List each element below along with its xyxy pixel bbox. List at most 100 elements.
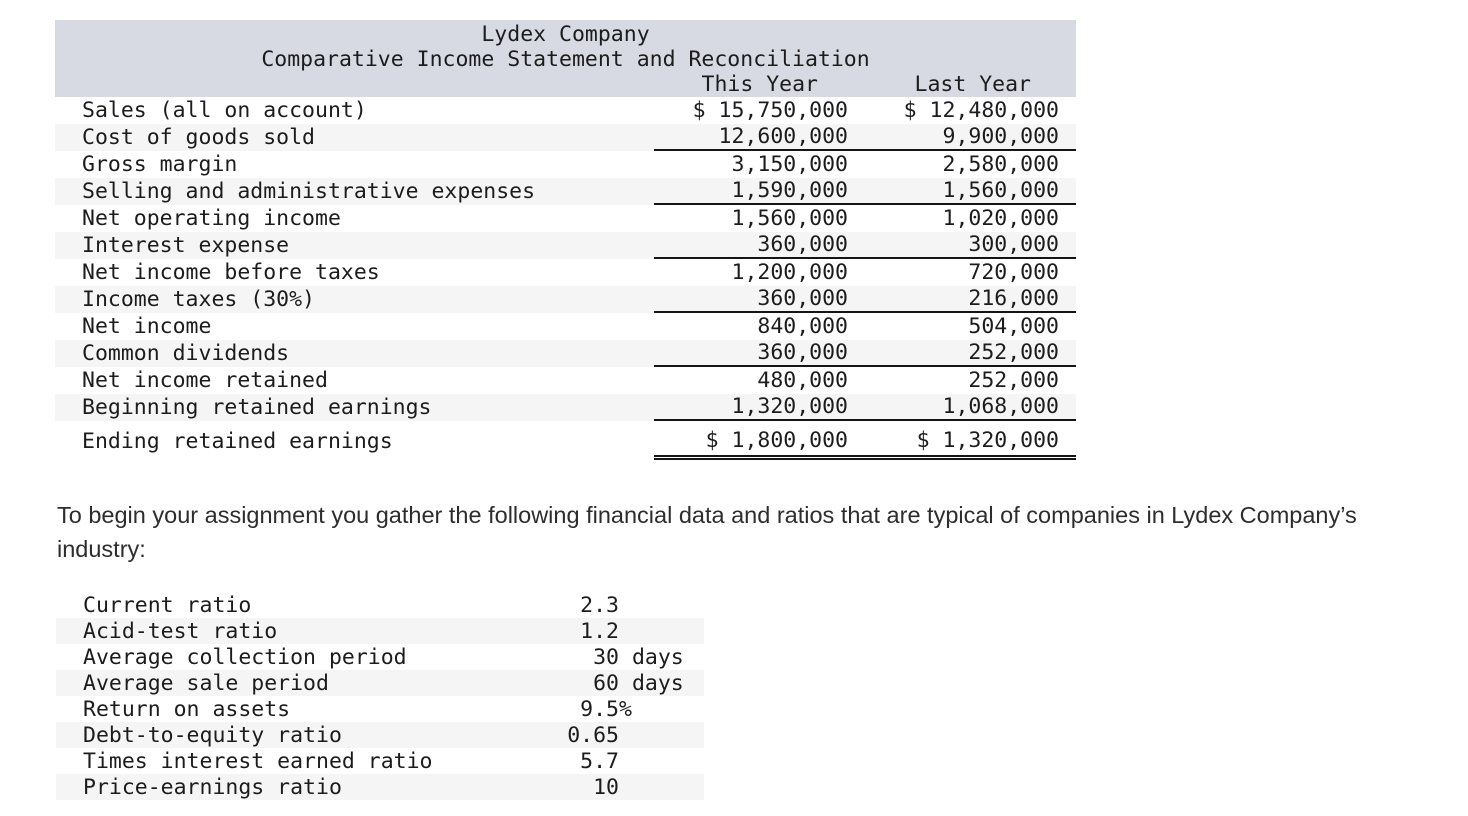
ratio-value: 60 [593,670,619,696]
statement-row: Net income 840,000 504,000 [55,313,1076,340]
ratio-suffix: days [619,670,684,696]
statement-row-values: 480,000 252,000 [654,368,1076,393]
industry-ratios-table: Current ratio 2.3 Acid-test ratio 1.2 Averag… [56,592,704,800]
statement-row: Net income retained 480,000 252,000 [55,367,1076,394]
last-year-value: 720,000 [968,260,1059,285]
statement-row-label: Net operating income [82,206,341,231]
statement-row-values: 12,600,000 9,900,000 [654,124,1076,151]
statement-row-label: Income taxes (30%) [82,287,315,312]
this-year-value: $ 15,750,000 [692,98,848,123]
statement-row-label: Sales (all on account) [82,98,367,123]
statement-row: Ending retained earnings $ 1,800,000 $ 1,3… [55,426,1076,460]
statement-title: Lydex Company [481,22,650,47]
statement-row-values: 1,320,000 1,068,000 [654,394,1076,421]
statement-row: Interest expense 360,000 300,000 [55,232,1076,259]
statement-row-values: 1,560,000 1,020,000 [654,206,1076,231]
statement-row-values: $ 15,750,000 $ 12,480,000 [654,98,1076,123]
ratio-value: 1.2 [580,618,619,644]
last-year-value: 1,560,000 [942,178,1060,203]
ratio-row: Current ratio 2.3 [56,592,704,618]
this-year-value: 360,000 [757,286,848,311]
statement-row-values: 840,000 504,000 [654,314,1076,339]
ratio-value: 5.7 [580,748,619,774]
income-statement-table: Lydex Company Comparative Income Stateme… [55,20,1076,460]
this-year-value: 1,560,000 [731,206,849,231]
statement-row: Net operating income 1,560,000 1,020,000 [55,205,1076,232]
this-year-value: 480,000 [757,368,848,393]
statement-row-label: Cost of goods sold [82,125,315,150]
ratio-row: Times interest earned ratio 5.7 [56,748,704,774]
statement-row-label: Ending retained earnings [82,429,393,454]
ratio-label: Debt-to-equity ratio [83,722,342,748]
last-year-value: 252,000 [968,368,1059,393]
last-year-value: 504,000 [968,314,1059,339]
column-header-last-year: Last Year [914,72,1032,97]
this-year-value: 12,600,000 [718,124,848,149]
statement-row: Gross margin 3,150,000 2,580,000 [55,151,1076,178]
statement-row-label: Interest expense [82,233,290,258]
ratio-rows: Current ratio 2.3 Acid-test ratio 1.2 Averag… [56,592,704,800]
statement-row: Income taxes (30%) 360,000 216,000 [55,286,1076,313]
statement-row: Net income before taxes 1,200,000 720,000 [55,259,1076,286]
ratio-value: 9.5 [580,696,619,722]
last-year-value: 2,580,000 [942,152,1060,177]
statement-row: Selling and administrative expenses 1,590… [55,178,1076,205]
ratio-label: Price-earnings ratio [83,774,342,800]
statement-row-label: Gross margin [82,152,238,177]
ratio-row: Debt-to-equity ratio 0.65 [56,722,704,748]
last-year-value: 1,020,000 [942,206,1060,231]
statement-row-label: Selling and administrative expenses [82,179,536,204]
statement-subtitle: Comparative Income Statement and Reconci… [261,47,870,72]
this-year-value: 1,320,000 [731,394,849,419]
ratio-suffix: days [619,644,684,670]
column-header-group: This Year Last Year [654,72,1076,97]
ratio-label: Times interest earned ratio [83,748,433,774]
this-year-value: 840,000 [757,314,848,339]
statement-rows: Sales (all on account) $ 15,750,000 $ 12,4… [55,97,1076,460]
ratio-value: 0.65 [567,722,619,748]
ratio-value: 30 [593,644,619,670]
this-year-value: 1,590,000 [731,178,849,203]
ratio-label: Acid-test ratio [83,618,278,644]
last-year-value: 1,068,000 [942,394,1060,419]
last-year-value: 216,000 [968,286,1059,311]
statement-row-label: Beginning retained earnings [82,395,432,420]
ratio-row: Average collection period 30 days [56,644,704,670]
this-year-value: 1,200,000 [731,260,849,285]
statement-row-values: $ 1,800,000 $ 1,320,000 [654,426,1076,460]
statement-row-label: Net income retained [82,368,328,393]
statement-row: Sales (all on account) $ 15,750,000 $ 12,4… [55,97,1076,124]
statement-row: Common dividends 360,000 252,000 [55,340,1076,367]
statement-header: Lydex Company Comparative Income Stateme… [55,20,1076,97]
statement-row: Beginning retained earnings 1,320,000 1,06… [55,394,1076,421]
last-year-value: 300,000 [968,232,1059,257]
ratio-row: Price-earnings ratio 10 [56,774,704,800]
statement-row-values: 1,200,000 720,000 [654,260,1076,285]
statement-row-values: 3,150,000 2,580,000 [654,152,1076,177]
last-year-value: 252,000 [968,340,1059,365]
column-header-this-year: This Year [701,72,819,97]
assignment-paragraph: To begin your assignment you gather the … [57,502,1357,562]
ratio-row: Average sale period 60 days [56,670,704,696]
last-year-value: $ 1,320,000 [916,428,1059,453]
statement-row-label: Net income before taxes [82,260,380,285]
ratio-row: Return on assets 9.5% [56,696,704,722]
this-year-value: 360,000 [757,232,848,257]
ratio-label: Average collection period [83,644,407,670]
ratio-value: 10 [593,774,619,800]
ratio-row: Acid-test ratio 1.2 [56,618,704,644]
this-year-value: 360,000 [757,340,848,365]
statement-row-values: 360,000 216,000 [654,286,1076,313]
statement-row: Cost of goods sold 12,600,000 9,900,000 [55,124,1076,151]
last-year-value: 9,900,000 [942,124,1060,149]
ratio-value: 2.3 [580,592,619,618]
this-year-value: $ 1,800,000 [705,428,848,453]
statement-column-headers: This Year Last Year [55,72,1076,97]
ratio-label: Average sale period [83,670,329,696]
ratio-label: Return on assets [83,696,291,722]
statement-row-values: 360,000 300,000 [654,232,1076,259]
statement-row-values: 1,590,000 1,560,000 [654,178,1076,205]
statement-row-label: Common dividends [82,341,290,366]
ratio-label: Current ratio [83,592,252,618]
